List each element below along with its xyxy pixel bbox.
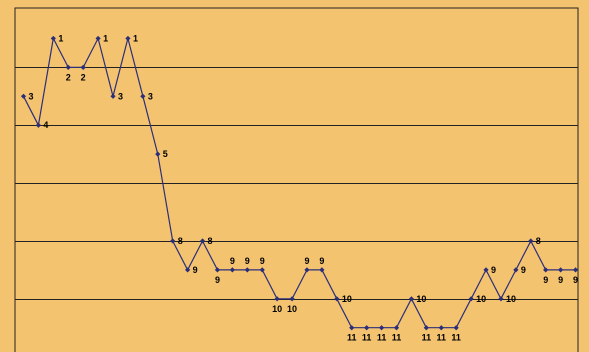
data-point — [334, 296, 340, 302]
data-point — [185, 267, 191, 273]
data-point — [155, 151, 161, 157]
data-point — [170, 238, 176, 244]
plot-area — [14, 7, 579, 352]
data-label: 9 — [521, 265, 526, 275]
data-label: 9 — [491, 265, 496, 275]
data-point — [95, 35, 101, 42]
data-label: 11 — [377, 333, 387, 343]
data-label: 2 — [81, 72, 86, 82]
data-point — [244, 267, 250, 273]
data-point — [543, 267, 549, 273]
data-point — [35, 122, 42, 128]
data-label: 11 — [451, 333, 461, 343]
data-label: 3 — [29, 91, 34, 101]
data-label: 1 — [133, 33, 138, 43]
data-label: 8 — [178, 236, 183, 246]
data-label: 10 — [342, 294, 352, 304]
data-markers — [20, 35, 579, 331]
data-label: 9 — [215, 275, 220, 285]
data-point — [140, 93, 146, 99]
data-point — [125, 35, 131, 42]
data-point — [528, 238, 534, 244]
data-point — [423, 325, 429, 331]
data-point — [378, 325, 385, 331]
data-point — [289, 296, 295, 302]
data-point — [304, 267, 310, 273]
data-point — [438, 325, 444, 331]
data-point — [393, 325, 400, 331]
data-label: 9 — [558, 275, 563, 285]
data-label: 8 — [536, 236, 541, 246]
data-label: 1 — [103, 33, 108, 43]
data-label: 10 — [272, 304, 282, 314]
data-label: 3 — [148, 91, 153, 101]
data-label: 10 — [476, 294, 486, 304]
data-point — [513, 267, 519, 273]
data-point — [468, 296, 474, 302]
data-point — [483, 267, 489, 273]
data-label: 10 — [506, 294, 516, 304]
data-point — [364, 325, 370, 331]
data-label: 9 — [245, 256, 250, 266]
data-label: 9 — [230, 256, 235, 266]
data-point — [50, 35, 56, 42]
data-label: 11 — [437, 333, 447, 343]
data-point — [259, 267, 265, 273]
data-label: 1 — [58, 33, 63, 43]
data-point — [214, 267, 221, 273]
data-point — [349, 325, 355, 331]
data-point — [110, 93, 116, 99]
data-point — [80, 64, 86, 70]
data-label: 10 — [287, 304, 297, 314]
data-label: 11 — [422, 333, 432, 343]
data-label: 11 — [347, 333, 357, 343]
data-point — [453, 325, 459, 331]
data-point — [319, 267, 325, 273]
data-point — [229, 267, 235, 273]
data-label: 9 — [304, 256, 309, 266]
data-label: 9 — [193, 265, 198, 275]
data-point — [498, 296, 504, 302]
series-line — [22, 36, 576, 329]
data-label: 2 — [66, 72, 71, 82]
data-label: 10 — [416, 294, 426, 304]
data-point — [65, 64, 71, 70]
data-point — [274, 296, 280, 302]
data-label: 9 — [573, 275, 578, 285]
data-label: 9 — [543, 275, 548, 285]
data-point — [20, 93, 27, 99]
data-label: 9 — [319, 256, 324, 266]
data-label: 4 — [43, 120, 48, 130]
data-point — [408, 296, 415, 302]
data-point — [199, 238, 206, 244]
data-label: 5 — [163, 149, 168, 159]
data-label: 11 — [362, 333, 372, 343]
data-label: 9 — [260, 256, 265, 266]
gridlines — [15, 67, 578, 300]
data-label: 11 — [392, 333, 402, 343]
data-point — [572, 267, 579, 273]
data-label: 8 — [208, 236, 213, 246]
data-label: 3 — [118, 91, 123, 101]
data-point — [558, 267, 564, 273]
